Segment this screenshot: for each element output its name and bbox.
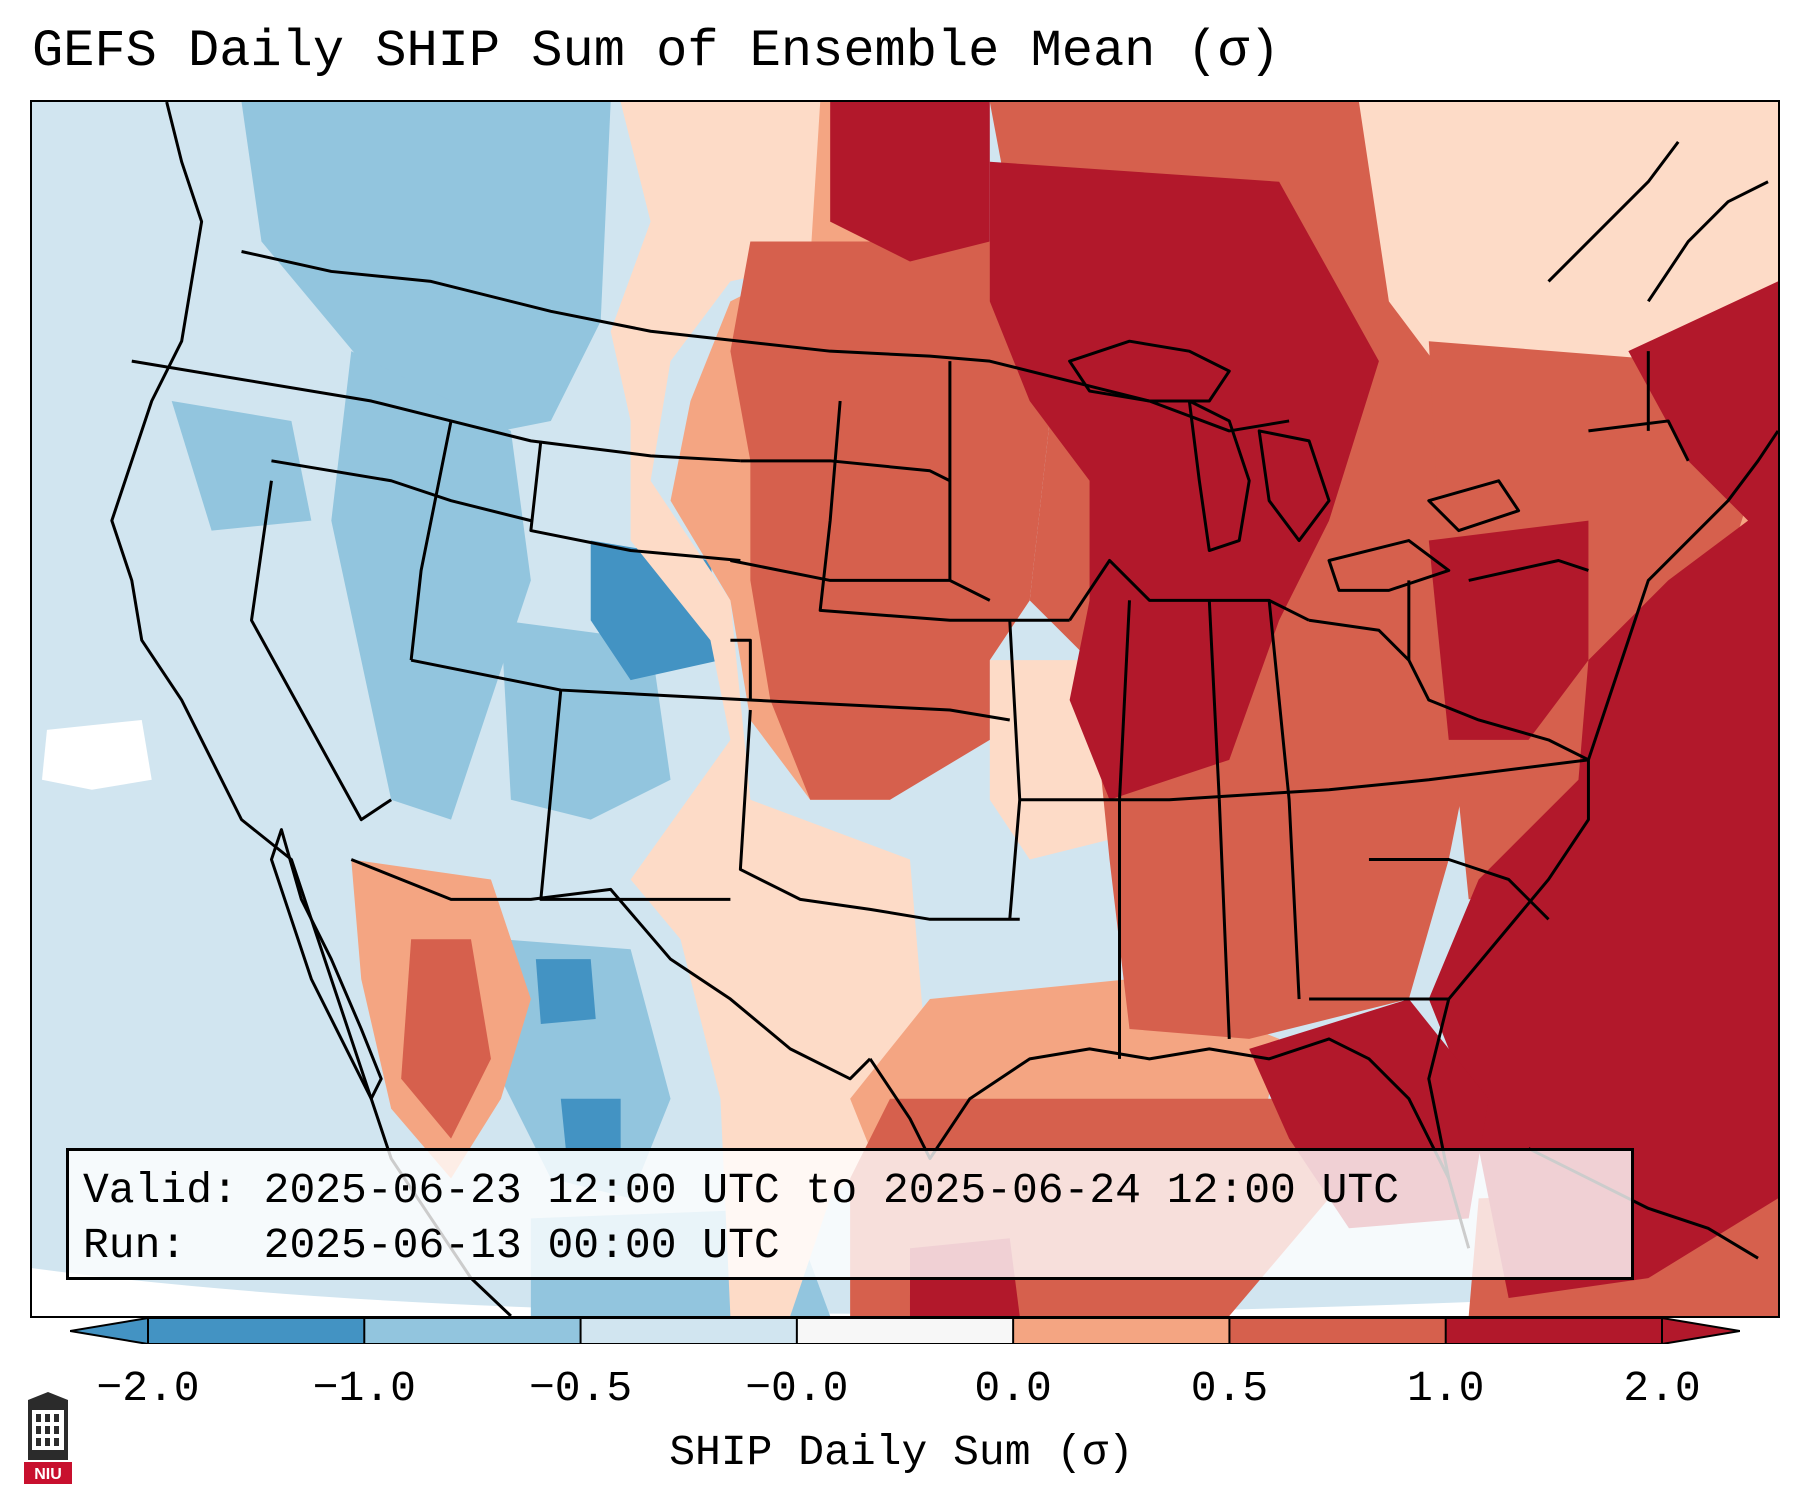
colorbar-tick-label: −0.0: [745, 1364, 849, 1413]
colorbar-segment: [1013, 1318, 1230, 1344]
colorbar-segment: [1445, 1318, 1663, 1344]
colorbar-label: SHIP Daily Sum (σ): [669, 1428, 1134, 1477]
map-panel: [30, 100, 1780, 1318]
valid-time-line: Valid: 2025-06-23 12:00 UTC to 2025-06-2…: [83, 1163, 1617, 1218]
colorbar-segment: [364, 1318, 582, 1344]
colorbar-tick-label: 2.0: [1623, 1364, 1701, 1413]
colorbar-extend-low: [70, 1318, 148, 1344]
run-label: Run:: [83, 1221, 187, 1270]
map-title: GEFS Daily SHIP Sum of Ensemble Mean (σ): [32, 22, 1281, 81]
colorbar-segment: [580, 1318, 798, 1344]
colorbar-tick-label: 0.0: [974, 1364, 1052, 1413]
colorbar-segment: [148, 1318, 365, 1344]
valid-value: 2025-06-23 12:00 UTC to 2025-06-24 12:00…: [263, 1166, 1400, 1215]
colorbar-segment: [796, 1318, 1014, 1344]
colorbar-tick-label: 0.5: [1190, 1364, 1269, 1413]
colorbar-tick-label: −1.0: [312, 1364, 416, 1413]
ship-field-map: [32, 102, 1778, 1316]
colorbar-tick-label: 1.0: [1406, 1364, 1485, 1413]
valid-label: Valid:: [83, 1166, 238, 1215]
colorbar-tick-label: −2.0: [96, 1364, 200, 1413]
run-value: 2025-06-13 00:00 UTC: [263, 1221, 780, 1270]
colorbar-tick-label: −0.5: [528, 1364, 633, 1413]
logo-text: NIU: [34, 1466, 62, 1483]
colorbar-segment: [1229, 1318, 1447, 1344]
run-time-line: Run: 2025-06-13 00:00 UTC: [83, 1218, 1617, 1273]
run-info-box: Valid: 2025-06-23 12:00 UTC to 2025-06-2…: [66, 1148, 1634, 1280]
colorbar: [70, 1318, 1740, 1344]
colorbar-extend-high: [1662, 1318, 1740, 1344]
niu-logo: NIU: [24, 1392, 72, 1484]
